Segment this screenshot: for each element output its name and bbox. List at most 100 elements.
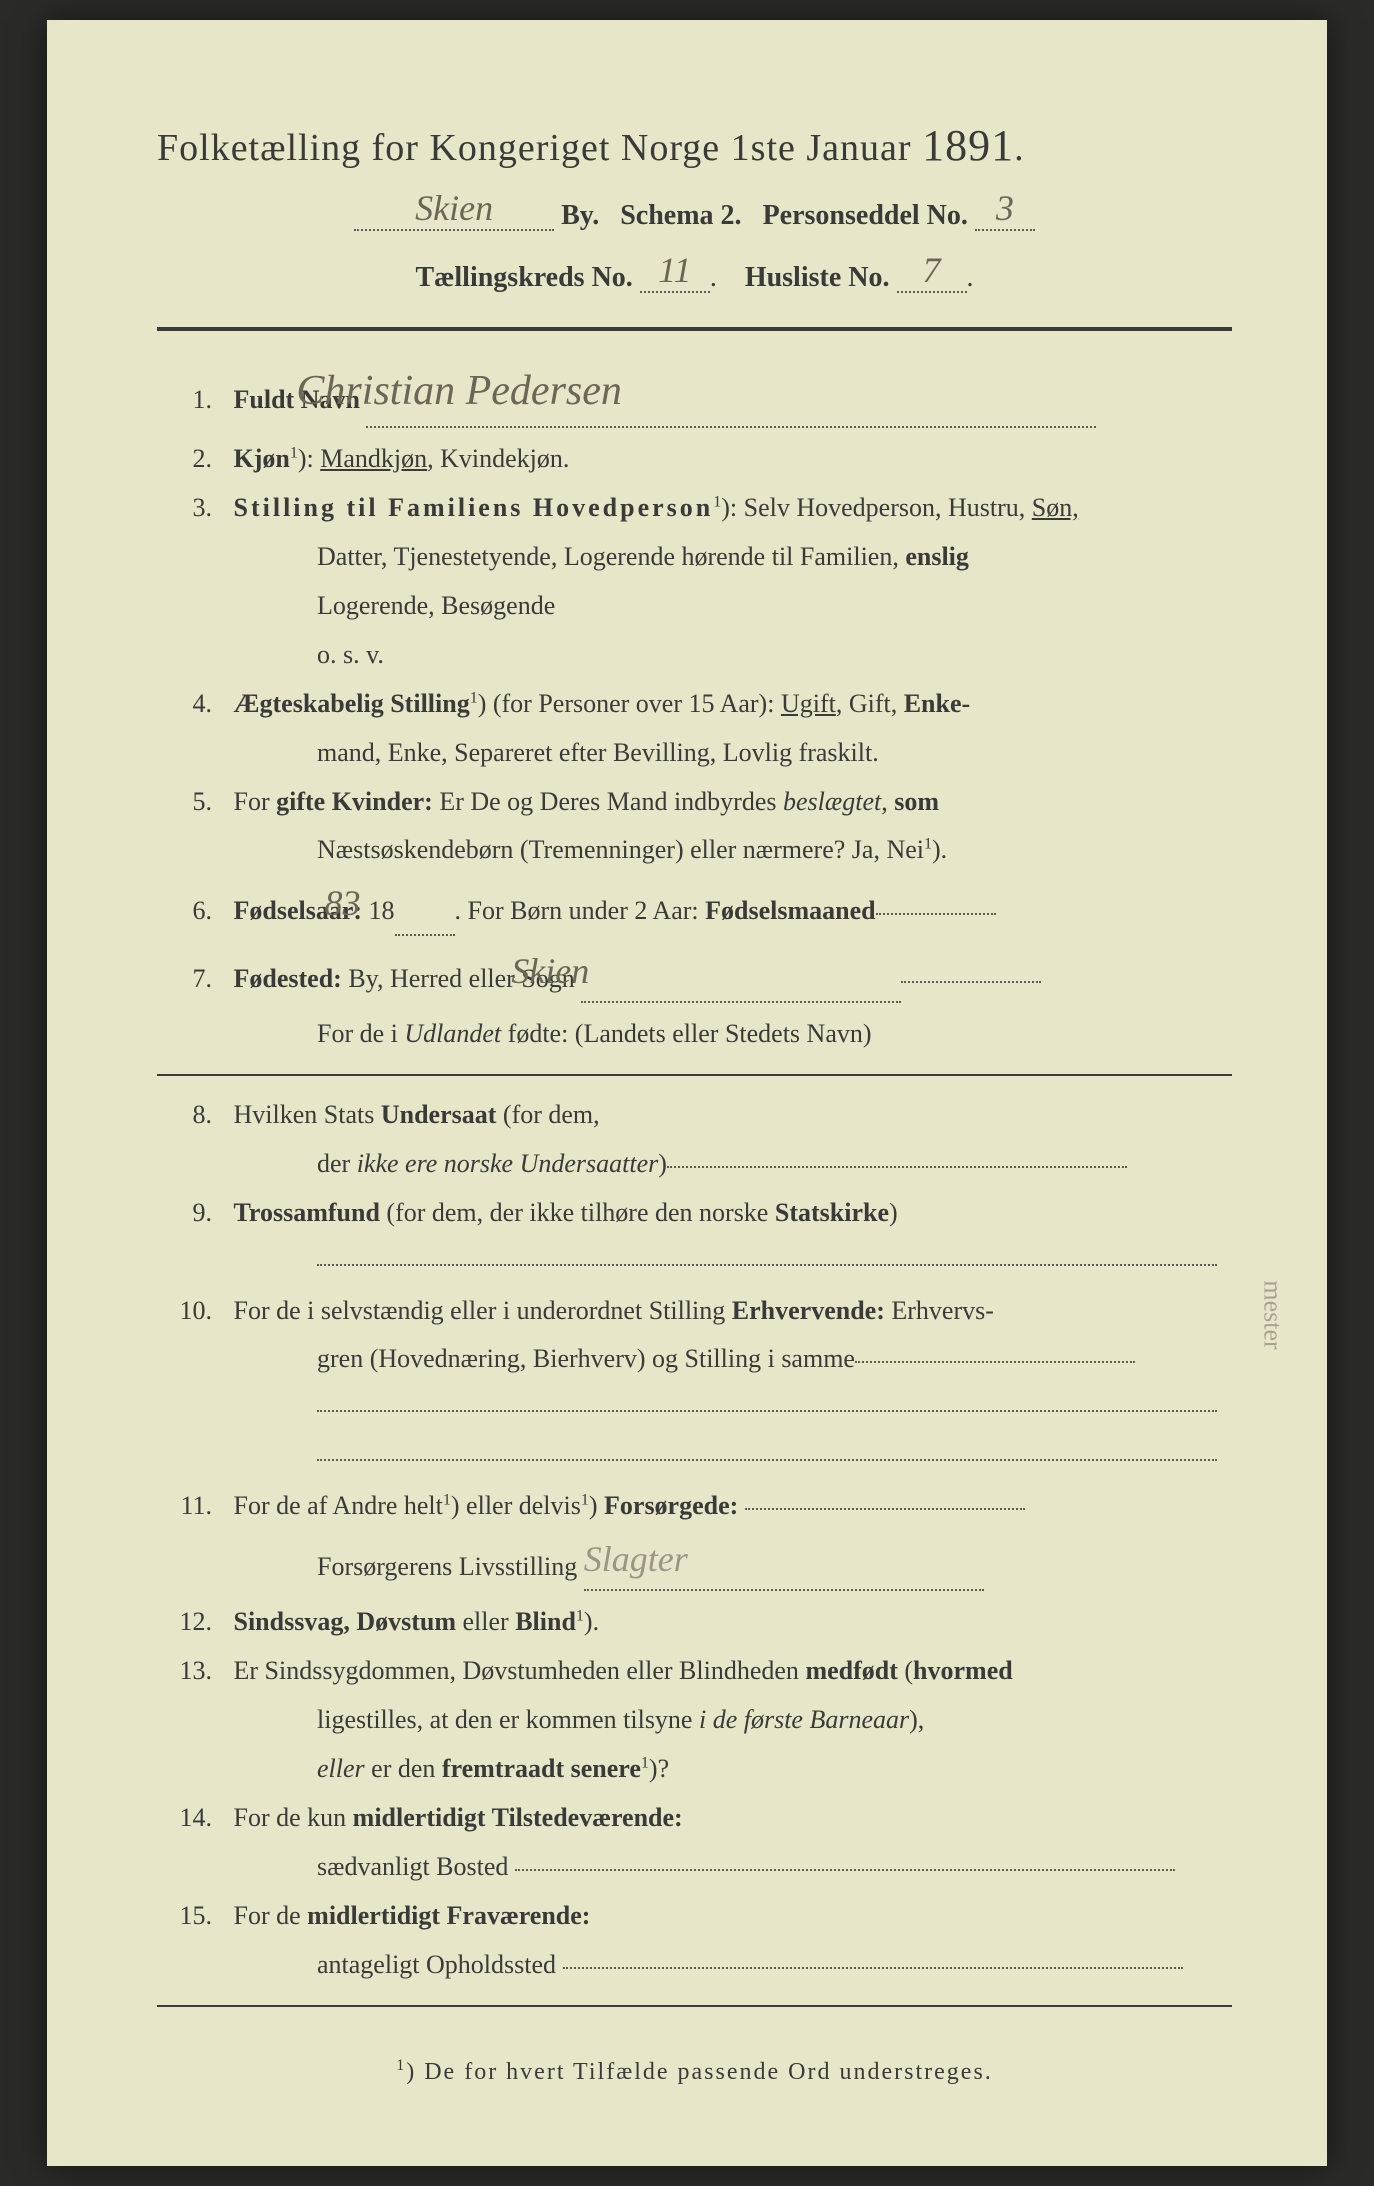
- item-9-field: [317, 1264, 1217, 1266]
- item-8-num: 8.: [157, 1094, 212, 1137]
- item-13-bold3: fremtraadt senere: [442, 1754, 641, 1783]
- item-13-contA: ligestilles, at den er kommen tilsyne i …: [157, 1699, 1232, 1742]
- item-8-italic1: ikke ere norske Undersaatter: [357, 1149, 659, 1178]
- item-6-bold1: Fødselsmaaned: [705, 896, 875, 925]
- birthplace-field-2: [901, 981, 1041, 983]
- item-10-num: 10.: [157, 1290, 212, 1333]
- item-12: 12. Sindssvag, Døvstum eller Blind1).: [157, 1601, 1232, 1644]
- name-field: Christian Pedersen: [366, 357, 1096, 428]
- item-5-bold2: som: [894, 787, 939, 816]
- item-14-bold1: midlertidigt Tilstedeværende:: [353, 1803, 683, 1832]
- item-15-text1: For de: [234, 1901, 308, 1930]
- footnote: 1) De for hvert Tilfælde passende Ord un…: [157, 2057, 1232, 2086]
- item-4-bold1: Enke-: [904, 689, 970, 718]
- month-field: [876, 913, 996, 915]
- item-14-cont1: sædvanligt Bosted: [317, 1852, 508, 1881]
- item-14-cont: sædvanligt Bosted: [157, 1846, 1232, 1889]
- item-12-num: 12.: [157, 1601, 212, 1644]
- item-13-cont3: er den: [365, 1754, 442, 1783]
- item-13-cont3-italic: eller: [317, 1754, 365, 1783]
- item-3-bold1: enslig: [905, 542, 969, 571]
- divider-heavy: [157, 327, 1232, 331]
- item-7-num: 7.: [157, 958, 212, 1001]
- item-8-bold1: Undersaat: [381, 1100, 497, 1129]
- item-15-field: [563, 1967, 1183, 1969]
- item-1: 1. Fuldt Navn Christian Pedersen: [157, 361, 1232, 432]
- by-dotted-field: Skien: [354, 187, 554, 231]
- item-8-cont2: ): [658, 1149, 667, 1178]
- item-8-field: [667, 1166, 1127, 1168]
- item-13-bold2: hvormed: [913, 1656, 1013, 1685]
- item-13-num: 13.: [157, 1650, 212, 1693]
- divider-2: [157, 2005, 1232, 2007]
- item-2: 2. Kjøn1): Mandkjøn, Kvindekjøn.: [157, 438, 1232, 481]
- by-label: By.: [561, 200, 599, 231]
- item-7-cont: For de i Udlandet fødte: (Landets eller …: [157, 1013, 1232, 1056]
- item-3-cont3: o. s. v.: [157, 634, 1232, 677]
- item-5-sup: 1: [924, 836, 932, 853]
- item-5-bold1: gifte Kvinder:: [276, 787, 433, 816]
- item-4: 4. Ægteskabelig Stilling1) (for Personer…: [157, 683, 1232, 726]
- item-11-text2: ) eller delvis: [451, 1491, 581, 1520]
- item-13-text2: (: [898, 1656, 913, 1685]
- item-10-cont1: gren (Hovednæring, Bierhverv) og Stillin…: [157, 1338, 1232, 1381]
- item-10-text2: Erhvervs-: [885, 1296, 994, 1325]
- item-11-field2: Slagter: [584, 1530, 984, 1591]
- item-7-cont2: fødte: (Landets eller Stedets Navn): [501, 1019, 871, 1048]
- schema-label: Schema 2.: [620, 200, 741, 231]
- item-11-cont: Forsørgerens Livsstilling Slagter: [157, 1534, 1232, 1595]
- main-title: Folketælling for Kongeriget Norge 1ste J…: [157, 120, 1232, 171]
- item-3-colon: ):: [721, 493, 737, 522]
- item-4-label: Ægteskabelig Stilling: [234, 689, 470, 718]
- item-11-num: 11.: [157, 1485, 212, 1528]
- item-6-prefix: 18: [362, 896, 395, 925]
- footnote-sup: 1: [396, 2057, 406, 2074]
- item-8-cont1: der: [317, 1149, 357, 1178]
- item-13-contB: eller er den fremtraadt senere1)?: [157, 1748, 1232, 1791]
- item-7-cont1: For de i: [317, 1019, 404, 1048]
- item-13: 13. Er Sindssygdommen, Døvstumheden elle…: [157, 1650, 1232, 1693]
- personseddel-label: Personseddel No.: [763, 200, 968, 231]
- item-4-text2: , Gift,: [836, 689, 904, 718]
- item-13-cont4: )?: [649, 1754, 669, 1783]
- item-9: 9. Trossamfund (for dem, der ikke tilhør…: [157, 1192, 1232, 1235]
- item-11-value: Slagter: [584, 1539, 688, 1579]
- item-6-num: 6.: [157, 890, 212, 933]
- item-10: 10. For de i selvstændig eller i underor…: [157, 1290, 1232, 1333]
- item-8-text2: (for dem,: [496, 1100, 599, 1129]
- item-9-text1: (for dem, der ikke tilhøre den norske: [380, 1198, 775, 1227]
- item-8-text1: Hvilken Stats: [234, 1100, 381, 1129]
- title-year: 1891: [922, 121, 1014, 170]
- item-4-sup: 1: [470, 689, 478, 706]
- item-3-label: Stilling til Familiens Hovedperson: [234, 493, 714, 522]
- taellingskreds-field: 11: [640, 249, 710, 293]
- item-9-label: Trossamfund: [234, 1198, 380, 1227]
- item-11-sup2: 1: [581, 1491, 589, 1508]
- item-5-text1: For: [234, 787, 277, 816]
- item-5-text3: ,: [881, 787, 894, 816]
- item-1-num: 1.: [157, 379, 212, 422]
- item-5-text2: Er De og Deres Mand indbyrdes: [433, 787, 783, 816]
- census-form-page: Folketælling for Kongeriget Norge 1ste J…: [47, 20, 1327, 2166]
- header-line-3: Tællingskreds No. 11. Husliste No. 7.: [157, 253, 1232, 297]
- personseddel-value: 3: [996, 188, 1014, 228]
- item-2-num: 2.: [157, 438, 212, 481]
- item-5-italic1: beslægtet: [783, 787, 881, 816]
- item-5-text4: ).: [932, 835, 947, 864]
- item-6-text1: . For Børn under 2 Aar:: [455, 896, 706, 925]
- item-8-cont: der ikke ere norske Undersaatter): [157, 1143, 1232, 1186]
- item-10-text1: For de i selvstændig eller i underordnet…: [234, 1296, 732, 1325]
- item-15: 15. For de midlertidigt Fraværende:: [157, 1895, 1232, 1938]
- item-13-sup: 1: [641, 1754, 649, 1771]
- year-value: 83: [325, 883, 361, 923]
- divider-1: [157, 1074, 1232, 1076]
- item-10-bold1: Erhvervende:: [732, 1296, 885, 1325]
- item-14-text1: For de kun: [234, 1803, 353, 1832]
- item-5-num: 5.: [157, 781, 212, 824]
- item-8: 8. Hvilken Stats Undersaat (for dem,: [157, 1094, 1232, 1137]
- item-13-cont1: ligestilles, at den er kommen tilsyne: [317, 1705, 699, 1734]
- year-field: 83: [395, 874, 455, 935]
- item-10-field3: [317, 1459, 1217, 1461]
- personseddel-field: 3: [975, 187, 1035, 231]
- name-value: Christian Pedersen: [296, 368, 621, 414]
